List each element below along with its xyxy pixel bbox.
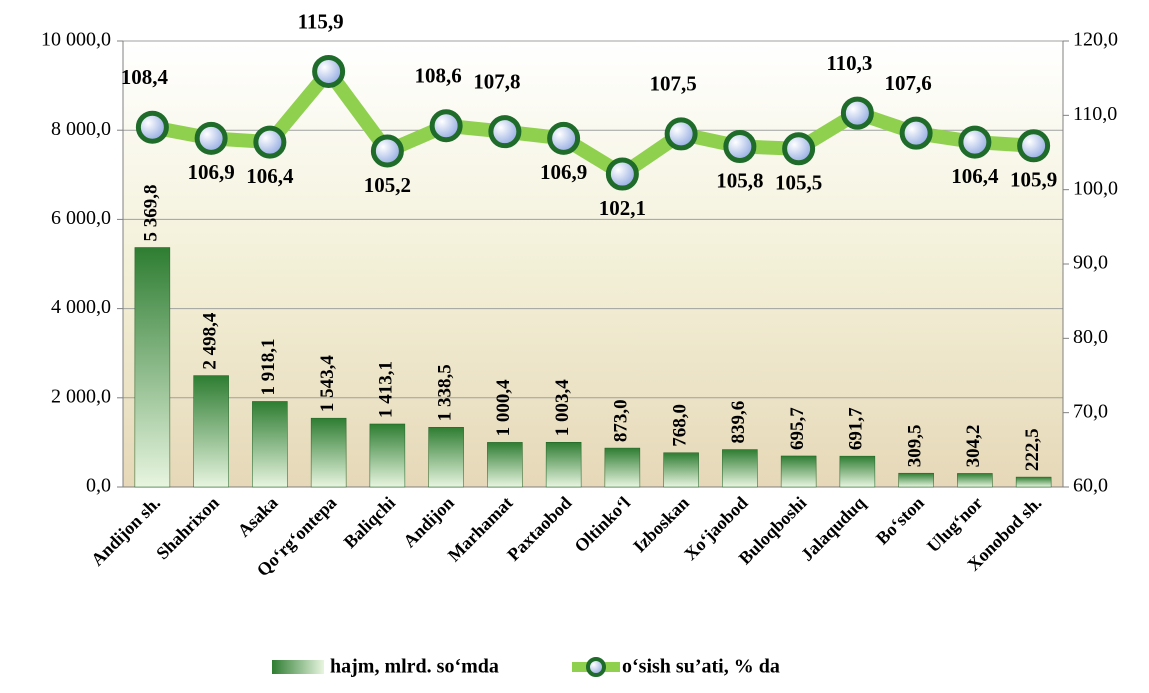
line-marker [958, 125, 992, 159]
x-tick-label: Andijon [399, 493, 458, 552]
bar [604, 447, 641, 488]
line-marker [899, 116, 933, 150]
line-marker [547, 121, 581, 155]
x-tick-label: Bo‘ston [872, 493, 928, 549]
y2-tick-label: 70,0 [1073, 400, 1108, 422]
y2-tick-label: 120,0 [1073, 29, 1118, 51]
y2-tick-label: 90,0 [1073, 252, 1108, 274]
x-tick-label: Jalaquduq [797, 493, 869, 565]
line-marker [840, 96, 874, 130]
x-tick-label: Marhamat [444, 493, 517, 566]
line-marker [723, 130, 757, 164]
bar [310, 417, 347, 488]
line-value-label: 106,9 [540, 160, 587, 184]
line-marker [605, 157, 639, 191]
legend-swatch [586, 657, 606, 677]
line-value-label: 107,6 [885, 71, 932, 95]
bar [722, 449, 758, 488]
bar-value-label: 1 000,4 [493, 379, 514, 437]
x-tick-label: Baliqchi [340, 493, 399, 552]
y2-tick-label: 110,0 [1073, 103, 1117, 125]
bar-value-label: 873,0 [611, 399, 632, 442]
line-marker [782, 132, 816, 166]
y-tick-label: 4 000,0 [51, 296, 111, 318]
bar-value-label: 2 498,4 [199, 312, 220, 370]
y2-tick-label: 60,0 [1073, 475, 1108, 497]
bar-value-label: 222,5 [1022, 428, 1043, 471]
legend-label: hajm, mlrd. so‘mda [330, 656, 499, 678]
bar [663, 452, 699, 488]
line-marker [664, 117, 698, 151]
bar [428, 427, 464, 488]
line-marker [488, 115, 522, 149]
bar [545, 441, 582, 488]
x-tick-label: Paxtaobod [503, 493, 575, 565]
x-tick-label: Asaka [234, 493, 282, 541]
line-marker [429, 109, 463, 143]
bar-value-label: 1 543,4 [317, 355, 338, 413]
bar-value-label: 1 918,1 [258, 338, 279, 395]
line-value-label: 106,4 [246, 164, 294, 188]
bar-value-label: 1 413,1 [376, 361, 397, 418]
line-value-label: 110,3 [826, 51, 872, 75]
y2-tick-label: 100,0 [1073, 177, 1118, 199]
bar-value-label: 691,7 [846, 407, 867, 450]
bar-value-label: 304,2 [963, 425, 984, 468]
bar [134, 247, 171, 488]
bar-value-label: 5 369,8 [141, 185, 162, 242]
bar [193, 375, 229, 488]
line-value-label: 102,1 [599, 196, 646, 220]
bar [839, 455, 876, 488]
bar-value-label: 839,6 [728, 401, 749, 444]
bar [780, 455, 817, 488]
line-value-label: 105,8 [716, 168, 763, 192]
bar-value-label: 768,0 [669, 404, 690, 447]
bar [252, 401, 288, 488]
line-value-label: 105,5 [775, 171, 822, 195]
y2-tick-label: 80,0 [1073, 326, 1108, 348]
line-marker [135, 110, 169, 144]
x-tick-label: Andijon sh. [87, 493, 164, 570]
line-value-label: 107,8 [473, 69, 520, 93]
bar-value-label: 309,5 [904, 424, 925, 467]
line-marker [312, 54, 346, 88]
bar-value-label: 1 338,5 [434, 364, 455, 421]
legend-label: o‘sish su’ati, % da [622, 656, 780, 678]
y-tick-label: 2 000,0 [51, 385, 111, 407]
y-tick-label: 0,0 [86, 475, 111, 497]
bar [369, 423, 406, 488]
y-tick-label: 10 000,0 [41, 29, 111, 51]
bar [1015, 476, 1052, 488]
bar-value-label: 695,7 [787, 407, 808, 450]
bar [957, 473, 993, 488]
bar-value-label: 1 003,4 [552, 379, 573, 437]
line-value-label: 105,9 [1010, 168, 1057, 192]
line [151, 64, 1035, 182]
line-value-label: 106,9 [188, 160, 235, 184]
line-value-label: 115,9 [298, 9, 344, 33]
line-value-label: 105,2 [364, 173, 411, 197]
y-tick-label: 6 000,0 [51, 207, 111, 229]
line-marker [1017, 129, 1051, 163]
x-tick-label: Oltinko‘l [570, 493, 634, 557]
line-marker [194, 121, 228, 155]
legend-swatch [272, 660, 324, 674]
bar [487, 442, 523, 488]
line-value-label: 107,5 [650, 72, 697, 96]
bar [898, 472, 934, 488]
line-value-label: 106,4 [951, 164, 999, 188]
x-tick-label: Shahrixon [152, 493, 223, 564]
line-value-label: 108,4 [121, 65, 169, 89]
line-marker [370, 134, 404, 168]
line-marker [253, 125, 287, 159]
y-tick-label: 8 000,0 [51, 118, 111, 140]
line-value-label: 108,6 [415, 64, 462, 88]
